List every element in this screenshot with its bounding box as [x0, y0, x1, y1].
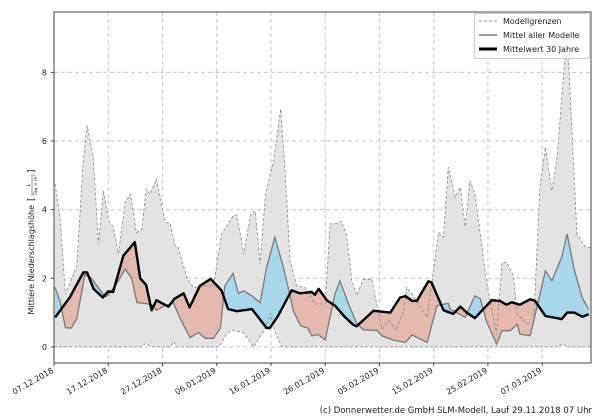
x-tick-label: 25.02.2019 [445, 366, 489, 397]
legend-label: Mittelwert 30 Jahre [503, 44, 580, 54]
y-axis-unit-denominator: Tag × m² [33, 174, 39, 195]
above-normal-fill [223, 237, 290, 329]
legend-item-model-limits: Modellgrenzen [475, 14, 589, 28]
x-tick-label: 15.02.2019 [391, 366, 435, 397]
above-normal-fill [441, 303, 456, 314]
y-axis-label: Mittlere Niederschlagshöhe [ L Tag × m² … [26, 169, 39, 314]
y-tick-label: 4 [42, 206, 47, 215]
below-normal-fill [483, 299, 538, 345]
model-upper-limit-line [54, 31, 591, 335]
legend-item-model-mean: Mittel aller Modelle [475, 28, 589, 42]
dashed-line-swatch [479, 20, 497, 22]
above-normal-fill [88, 276, 105, 298]
model-range-fill [54, 31, 591, 347]
lines [54, 31, 591, 348]
copyright-footer: (c) Donnerwetter.de GmbH SLM-Modell, Lau… [319, 406, 592, 416]
x-tick-label: 07.12.2018 [11, 366, 55, 397]
legend: Modellgrenzen Mittel aller Modelle Mitte… [474, 13, 590, 59]
y-axis: 0 2 4 6 8 [42, 68, 54, 352]
model-mean-line [54, 233, 590, 346]
x-axis: 07.12.2018 17.12.2018 27.12.2018 06.01.2019… [11, 363, 543, 397]
x-tick-label: 05.02.2019 [336, 366, 380, 397]
plot-frame [53, 11, 592, 364]
x-tick-label: 27.12.2018 [119, 366, 163, 397]
y-tick-label: 8 [42, 68, 47, 77]
above-normal-fill [537, 233, 589, 320]
thirty-year-mean-line [54, 241, 590, 330]
model-lower-limit-line [54, 312, 591, 348]
y-axis-unit-numerator: L [26, 183, 32, 186]
above-normal-fill [332, 280, 359, 327]
below-normal-fill [289, 288, 333, 341]
below-normal-fill [170, 278, 224, 339]
legend-item-30yr-mean: Mittelwert 30 Jahre [475, 42, 589, 56]
gray-line-swatch [479, 34, 497, 36]
x-tick-label: 16.01.2019 [228, 366, 272, 397]
x-tick-label: 26.01.2019 [282, 366, 326, 397]
y-tick-label: 0 [42, 343, 47, 352]
legend-label: Mittel aller Modelle [503, 30, 580, 40]
y-axis-label-bracket-close: ] [27, 169, 37, 173]
y-axis-label-text: Mittlere Niederschlagshöhe [27, 205, 36, 315]
below-normal-fill [61, 272, 89, 329]
x-tick-label: 06.01.2019 [174, 366, 218, 397]
y-axis-label-bracket-open: [ [27, 197, 37, 201]
legend-label: Modellgrenzen [503, 16, 562, 26]
x-tick-label: 07.03.2019 [499, 366, 543, 397]
x-tick-label: 17.12.2018 [65, 366, 109, 397]
fills [54, 31, 591, 347]
black-line-swatch [479, 47, 497, 51]
y-tick-label: 6 [42, 137, 47, 146]
y-tick-label: 2 [42, 274, 47, 283]
